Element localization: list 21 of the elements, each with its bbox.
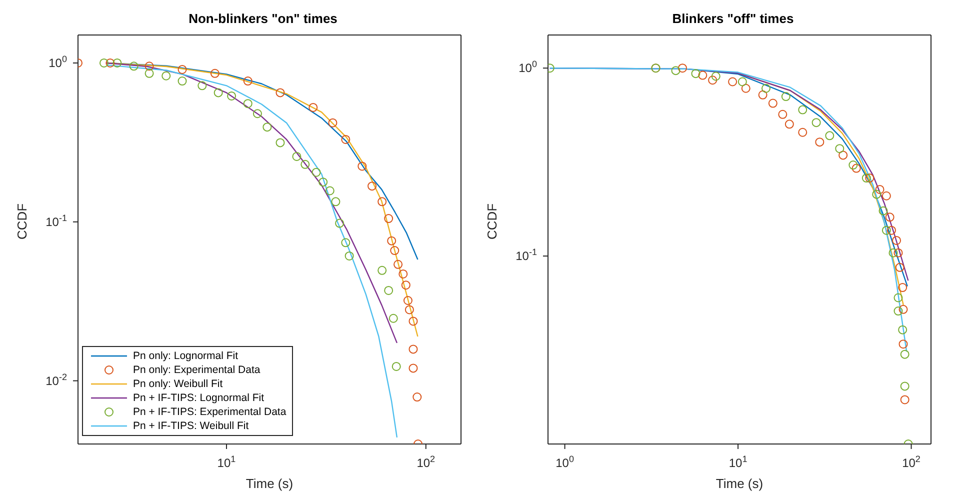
legend-label: Pn + IF-TIPS: Lognormal Fit [133, 392, 264, 404]
x-tick-label: 10$^{1}$ [217, 454, 236, 470]
y-tick-label: 10$^{0}$ [48, 54, 67, 70]
y-tick-label: 10$^{-1}$ [516, 247, 537, 264]
legend-label: Pn only: Experimental Data [133, 364, 260, 376]
y-axis-title: CCDF [484, 203, 500, 240]
x-tick-label: 10$^{2}$ [416, 454, 436, 470]
legend-label: Pn + IF-TIPS: Weibull Fit [133, 420, 249, 432]
x-axis-title: Time (s) [246, 476, 294, 491]
chart-title: Blinkers "off" times [671, 10, 795, 28]
chart-title: Non-blinkers "on" times [188, 10, 338, 28]
y-tick-label: 10$^{-2}$ [46, 372, 67, 388]
y-axis-title: CCDF [14, 203, 30, 240]
legend-label: Pn + IF-TIPS: Experimental Data [133, 406, 286, 418]
x-tick-label: 10$^{1}$ [728, 454, 748, 470]
y-tick-label: 10$^{-1}$ [46, 212, 67, 229]
x-tick-label: 10$^{2}$ [902, 454, 920, 470]
x-axis-title: Time (s) [716, 476, 764, 491]
legend-label: Pn only: Weibull Fit [133, 378, 223, 390]
legend-label: Pn only: Lognormal Fit [133, 350, 238, 362]
x-tick-label: 10$^{0}$ [556, 454, 574, 470]
